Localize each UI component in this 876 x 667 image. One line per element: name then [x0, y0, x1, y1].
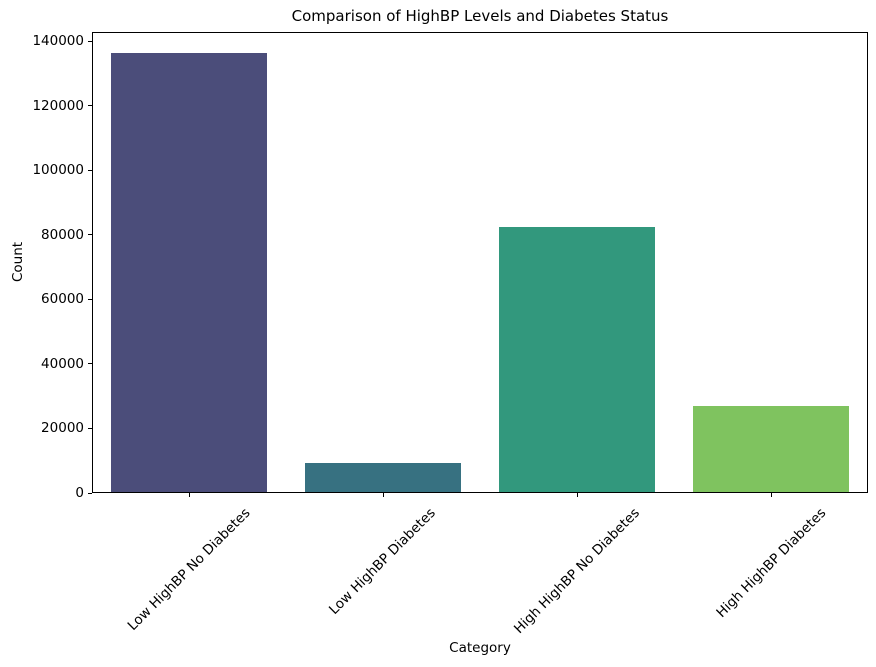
x-tick-label: Low HighBP No Diabetes: [124, 505, 254, 634]
x-tick-label: High HighBP Diabetes: [712, 505, 829, 621]
y-tick-mark: [88, 298, 92, 300]
x-tick-label: High HighBP No Diabetes: [510, 505, 643, 637]
x-tick-mark: [188, 493, 190, 497]
y-tick-mark: [88, 234, 92, 236]
bar-2: [499, 227, 655, 492]
x-tick-mark: [770, 493, 772, 497]
plot-area: [92, 32, 868, 493]
y-tick-mark: [88, 105, 92, 107]
y-tick-label: 100000: [32, 162, 84, 179]
y-tick-label: 120000: [32, 97, 84, 114]
bar-1: [305, 463, 461, 492]
y-tick-mark: [88, 169, 92, 171]
y-tick-label: 0: [75, 485, 84, 501]
x-tick-label: Low HighBP Diabetes: [326, 505, 440, 618]
x-tick-mark: [576, 493, 578, 497]
y-tick-mark: [88, 40, 92, 42]
bar-0: [111, 53, 267, 492]
x-tick-mark: [382, 493, 384, 497]
y-tick-label: 40000: [41, 355, 84, 372]
y-axis-label: Count: [10, 241, 26, 283]
y-tick-mark: [88, 363, 92, 365]
y-tick-mark: [88, 427, 92, 429]
chart-title: Comparison of HighBP Levels and Diabetes…: [291, 7, 669, 25]
y-tick-label: 60000: [41, 291, 84, 308]
y-tick-mark: [88, 492, 92, 494]
y-tick-label: 140000: [32, 33, 84, 50]
y-tick-label: 80000: [41, 226, 84, 243]
x-axis-label: Category: [449, 640, 511, 656]
y-tick-label: 20000: [41, 420, 84, 437]
bar-3: [693, 406, 849, 492]
